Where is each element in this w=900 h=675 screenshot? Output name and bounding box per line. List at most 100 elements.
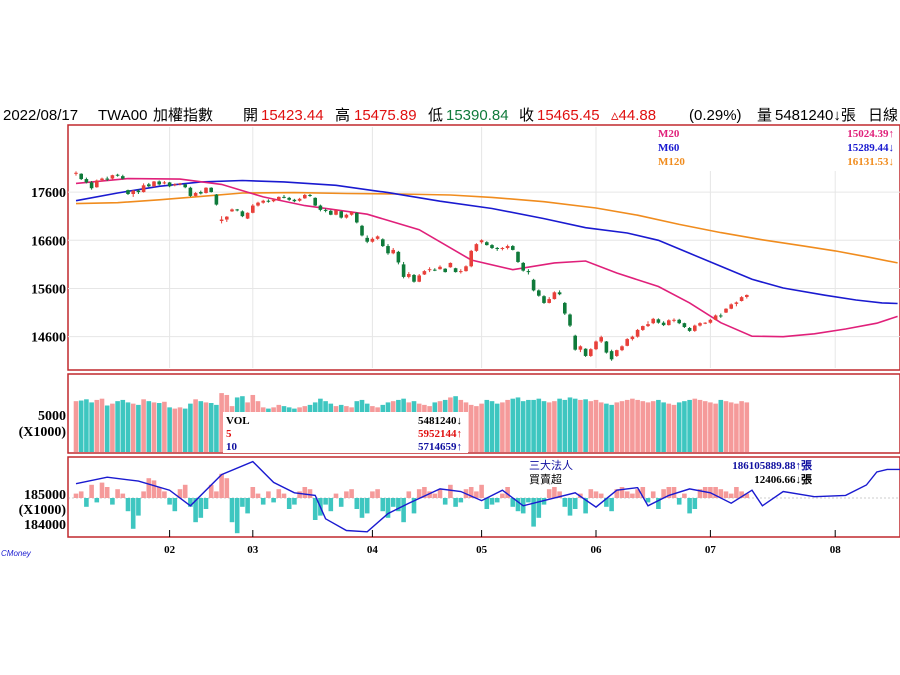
vol-legend-name: VOL <box>226 415 250 427</box>
ma120-legend-name: M120 <box>658 156 685 168</box>
inst-bar <box>635 489 640 498</box>
candle-body <box>505 246 510 248</box>
volume-bar <box>562 399 568 452</box>
volume-bar <box>718 399 724 452</box>
candle-body <box>235 209 239 211</box>
open-label: 開 <box>243 107 258 124</box>
candle-body <box>167 182 172 187</box>
inst-bar <box>614 489 620 498</box>
candle-body <box>173 184 177 186</box>
candle-body <box>620 346 624 351</box>
candle-body <box>214 194 219 205</box>
quote-date: 2022/08/17 <box>3 107 78 124</box>
inst-bar <box>214 491 219 498</box>
volume-bar <box>177 407 183 452</box>
volume-bar <box>640 401 646 452</box>
volume-bar <box>572 398 578 452</box>
inst-bar <box>432 493 438 498</box>
inst-bar <box>250 487 256 498</box>
inst-bar <box>136 498 141 516</box>
volume-bar <box>484 399 490 452</box>
inst-bar <box>255 493 261 498</box>
volume-bar <box>193 399 198 452</box>
volume-bar <box>536 398 542 452</box>
inst-bar <box>458 498 464 503</box>
candle-body <box>443 268 447 273</box>
candle-body <box>531 279 536 291</box>
inst-bar <box>692 498 698 509</box>
inst-bar <box>172 498 178 512</box>
volume-bar <box>687 399 692 452</box>
candle-body <box>479 240 484 243</box>
inst-bar <box>182 484 188 498</box>
candle-body <box>734 302 739 304</box>
candle-body <box>521 262 525 271</box>
candle-body <box>745 294 749 297</box>
volume-bar <box>708 402 713 452</box>
candle-body <box>287 197 291 200</box>
change-percent: (0.29%) <box>689 107 742 124</box>
quote-name: 加權指數 <box>153 107 213 124</box>
inst-bar <box>130 498 136 529</box>
high-value: 15475.89 <box>354 107 417 124</box>
candle-body <box>589 349 593 356</box>
inst-bar <box>416 489 422 498</box>
candle-body <box>225 216 229 220</box>
candle-body <box>313 197 317 206</box>
volume-bar <box>198 401 204 452</box>
inst-bar <box>598 493 604 498</box>
candle-body <box>729 304 733 309</box>
price-axis: 17600 16600 15600 14600 <box>31 186 66 346</box>
month-label: 03 <box>247 544 259 556</box>
inst-bar <box>89 484 94 498</box>
inst-bar <box>609 498 614 512</box>
volume-bar <box>188 403 193 452</box>
inst-bar <box>588 489 594 498</box>
period-label: 日線 <box>868 107 898 124</box>
inst-bar <box>370 491 375 498</box>
volume-bar <box>630 398 635 452</box>
vol-legend-value: 5481240↓ <box>418 415 462 427</box>
inst-bar <box>240 498 245 507</box>
candle-body <box>719 315 723 317</box>
volume-bar <box>479 403 484 452</box>
inst-bar <box>583 498 588 514</box>
ma-legend: M20 15024.39↑ M60 15289.44↓ M120 16131.5… <box>653 127 897 171</box>
inst-bar <box>151 480 157 498</box>
candle-body <box>526 271 531 273</box>
candle-body <box>339 211 343 218</box>
inst-bar <box>125 498 131 512</box>
inst-bar <box>297 491 302 498</box>
candle-body <box>453 268 458 273</box>
month-axis: 02 03 04 05 06 07 08 <box>164 530 841 556</box>
inst-legend: 三大法人 買賣超 186105889.88↑張 12406.66↓張 <box>525 458 816 487</box>
candle-body <box>563 302 567 314</box>
month-label: 05 <box>476 544 488 556</box>
candle-body <box>318 205 323 210</box>
volume-bar <box>510 398 516 452</box>
price-axis-label: 16600 <box>31 234 66 249</box>
high-label: 高 <box>335 107 350 124</box>
inst-bar <box>531 498 536 527</box>
vol5-legend-value: 5952144↑ <box>418 428 462 440</box>
candle-body <box>381 239 385 247</box>
inst-bar <box>442 498 448 505</box>
inst-bar <box>676 498 682 505</box>
candle-body <box>183 184 187 188</box>
candle-body <box>115 174 120 176</box>
month-label: 02 <box>164 544 176 556</box>
volume-bar <box>578 399 583 452</box>
volume-bar <box>552 401 557 452</box>
inst-bar <box>198 498 204 518</box>
volume-bar <box>78 400 84 452</box>
candle-body <box>136 190 141 193</box>
cmoney-logo: CMoney <box>1 549 32 558</box>
candle-body <box>193 193 198 196</box>
inst-bar <box>593 491 599 498</box>
candle-body <box>547 299 551 303</box>
inst-bar <box>427 491 432 498</box>
candle-body <box>131 190 135 194</box>
candle-body <box>209 187 213 193</box>
candle-body <box>89 182 94 189</box>
inst-bar <box>354 498 360 509</box>
